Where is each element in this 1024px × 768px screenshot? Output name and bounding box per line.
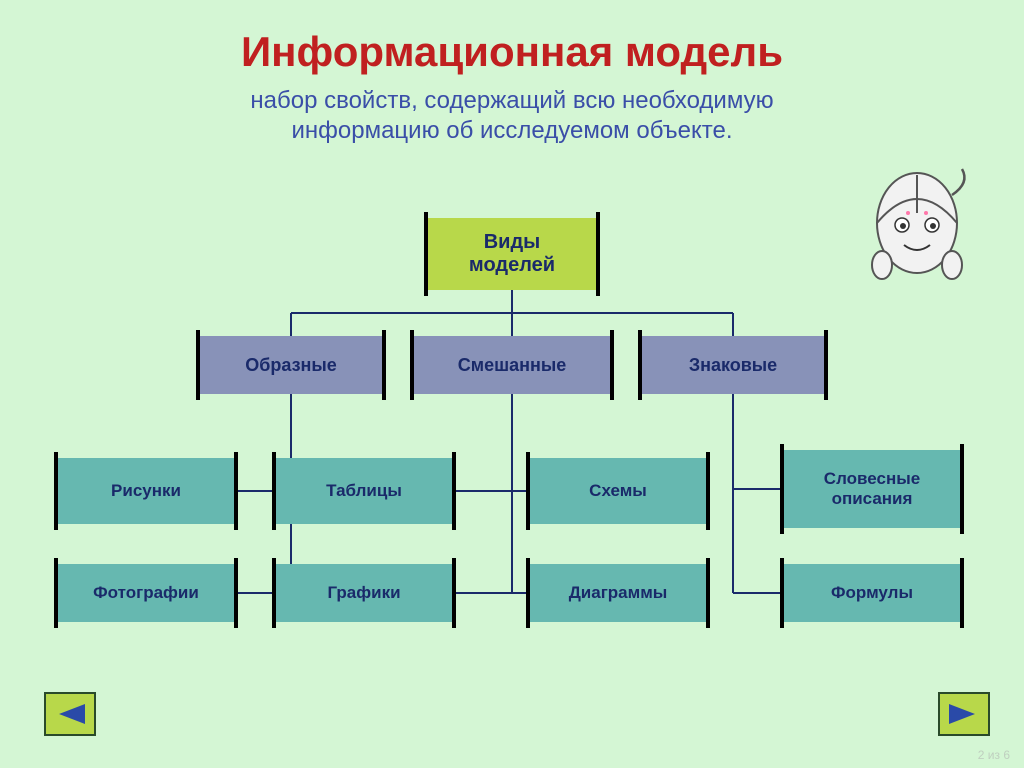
node-l3b1: Таблицы: [276, 458, 452, 524]
slide-title: Информационная модель: [0, 0, 1024, 76]
node-label: Графики: [327, 583, 400, 603]
node-l2a: Образные: [200, 336, 382, 394]
node-l3a1: Рисунки: [58, 458, 234, 524]
node-label: Смешанные: [458, 355, 566, 376]
node-label: Знаковые: [689, 355, 777, 376]
node-l3a2: Фотографии: [58, 564, 234, 622]
prev-slide-button[interactable]: [44, 692, 96, 736]
node-l2c: Знаковые: [642, 336, 824, 394]
node-label: Видымоделей: [469, 231, 555, 277]
node-label: Диаграммы: [569, 583, 668, 603]
next-slide-button[interactable]: [938, 692, 990, 736]
node-l3b2: Графики: [276, 564, 452, 622]
node-label: Словесныеописания: [824, 469, 920, 509]
mascot-mouse-icon: [862, 165, 972, 285]
slide-subtitle: набор свойств, содержащий всю необходиму…: [0, 76, 1024, 146]
node-l3b4: Диаграммы: [530, 564, 706, 622]
node-label: Фотографии: [93, 583, 199, 603]
subtitle-line2: информацию об исследуемом объекте.: [291, 117, 732, 144]
node-l3c1: Словесныеописания: [784, 450, 960, 528]
node-label: Образные: [245, 355, 337, 376]
node-l2b: Смешанные: [414, 336, 610, 394]
subtitle-line1: набор свойств, содержащий всю необходиму…: [250, 87, 773, 114]
page-indicator: 2 из 6: [978, 748, 1010, 762]
node-label: Таблицы: [326, 481, 402, 501]
node-root: Видымоделей: [428, 218, 596, 290]
node-l3c2: Формулы: [784, 564, 960, 622]
node-l3b3: Схемы: [530, 458, 706, 524]
node-label: Рисунки: [111, 481, 181, 501]
node-label: Формулы: [831, 583, 913, 603]
node-label: Схемы: [589, 481, 647, 501]
